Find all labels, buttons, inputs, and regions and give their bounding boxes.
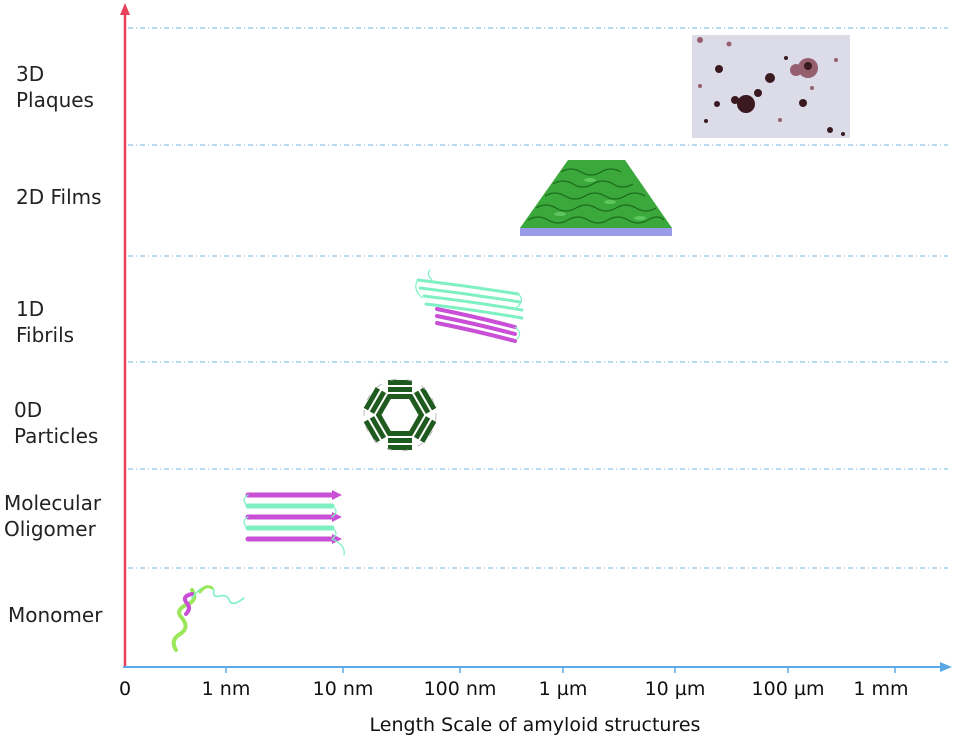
x-tick-label: 100 nm [423, 678, 497, 700]
monomer-coil [171, 585, 245, 652]
x-axis [123, 662, 952, 673]
level-label-line: Monomer [8, 603, 103, 627]
level-label-line: 3D [16, 62, 45, 86]
level-label-3d-plaques: 3D Plaques [16, 61, 94, 113]
level-label-0d-particles: 0D Particles [14, 397, 98, 449]
x-tick-label: 1 nm [201, 678, 251, 700]
level-label-monomer: Monomer [8, 602, 102, 628]
level-dividers [128, 27, 948, 569]
level-label-line: Molecular [4, 491, 102, 515]
y-axis-arrowhead [120, 3, 130, 15]
x-axis-title: Length Scale of amyloid structures [369, 714, 701, 736]
level-label-line: Particles [14, 424, 99, 448]
x-tick-label: 10 nm [312, 678, 374, 700]
level-label-2d-films: 2D Films [16, 184, 102, 210]
x-tick-label: 0 [118, 678, 132, 700]
fibril-ribbon [415, 269, 524, 343]
level-label-molecular-oligomer: Molecular Oligomer [4, 490, 101, 542]
level-label-line: Oligomer [4, 517, 96, 541]
x-axis-arrowhead [940, 662, 952, 672]
level-label-line: 0D [14, 398, 43, 422]
x-tick-label: 1 µm [538, 678, 588, 700]
plaque-micrograph [692, 35, 850, 138]
level-label-line: Plaques [16, 88, 94, 112]
level-label-line: 2D Films [16, 185, 102, 209]
film-sheet [520, 160, 672, 236]
particle-ring [363, 378, 437, 452]
y-axis [120, 3, 130, 668]
level-label-1d-fibrils: 1D Fibrils [16, 296, 74, 348]
x-tick-label: 100 µm [751, 678, 825, 700]
x-tick-label: 10 µm [644, 678, 706, 700]
level-label-line: Fibrils [16, 323, 75, 347]
level-label-line: 1D [16, 297, 45, 321]
x-tick-label: 1 mm [853, 678, 909, 700]
oligomer-stack [243, 490, 345, 556]
